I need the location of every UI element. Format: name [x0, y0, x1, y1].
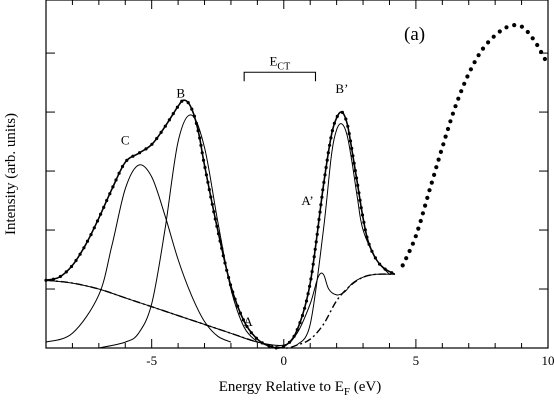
- data-point: [410, 241, 415, 246]
- data-point: [542, 56, 548, 62]
- x-tick-label: 0: [281, 353, 288, 368]
- data-point: [539, 49, 544, 55]
- data-point: [407, 248, 412, 254]
- high-energy-data-points: [400, 23, 548, 268]
- ect-bracket: ECT: [243, 53, 317, 82]
- peak-label: C: [121, 133, 130, 148]
- peak-labels: A B C A’ B’: [121, 81, 348, 329]
- data-point: [420, 211, 425, 216]
- data-point: [432, 172, 437, 177]
- y-axis-label: Intensity (arb. units): [3, 113, 19, 235]
- data-point: [434, 165, 439, 170]
- data-point: [429, 180, 434, 185]
- data-point: [423, 203, 428, 208]
- x-tick-label: 10: [542, 353, 554, 368]
- data-point: [400, 263, 405, 268]
- data-point: [416, 226, 421, 231]
- data-point: [519, 24, 525, 29]
- data-point: [530, 36, 535, 41]
- tick-marks: [45, 0, 549, 349]
- data-point: [472, 60, 477, 65]
- data-point: [450, 111, 455, 116]
- peak-label: B’: [335, 81, 348, 96]
- peak-label: A’: [301, 193, 313, 208]
- data-point: [445, 126, 451, 132]
- ect-bracket-line: [243, 71, 317, 82]
- data-point: [436, 157, 441, 162]
- tick-labels: -5 0 5 10: [146, 353, 554, 368]
- data-point: [486, 40, 491, 45]
- experimental-data-points: [44, 99, 394, 350]
- data-point: [491, 34, 496, 39]
- series-line: [296, 123, 390, 346]
- data-point: [453, 104, 458, 109]
- plot-frame: [45, 0, 549, 349]
- data-point: [462, 81, 467, 86]
- x-tick-label: 5: [413, 353, 420, 368]
- data-point: [418, 218, 423, 224]
- data-point: [535, 42, 540, 48]
- data-point: [427, 188, 432, 193]
- curves: [44, 23, 548, 350]
- data-point: [504, 25, 509, 30]
- data-point: [480, 46, 486, 51]
- data-point: [468, 67, 473, 72]
- data-point: [425, 195, 430, 200]
- ect-label: ECT: [269, 53, 290, 72]
- data-point: [448, 119, 453, 124]
- series-line: [98, 114, 258, 349]
- data-point: [413, 234, 418, 239]
- data-point: [465, 74, 470, 79]
- data-point: [525, 29, 530, 35]
- series-line: [45, 273, 395, 349]
- data-point: [512, 23, 517, 28]
- panel-label: (a): [404, 24, 425, 45]
- series-line: [45, 99, 396, 349]
- peak-label: B: [176, 85, 185, 100]
- data-point: [438, 149, 443, 154]
- data-point: [404, 256, 409, 261]
- peak-label: A: [243, 314, 253, 329]
- data-point: [476, 53, 481, 58]
- series-line: [45, 272, 395, 347]
- series-line: [45, 164, 232, 343]
- x-tick-label: -5: [146, 353, 157, 368]
- data-point: [459, 89, 464, 94]
- x-axis-label: Energy Relative to EF (eV): [219, 379, 381, 398]
- data-point: [497, 29, 502, 34]
- data-point: [441, 142, 446, 147]
- data-point: [456, 96, 461, 101]
- data-point: [443, 134, 448, 139]
